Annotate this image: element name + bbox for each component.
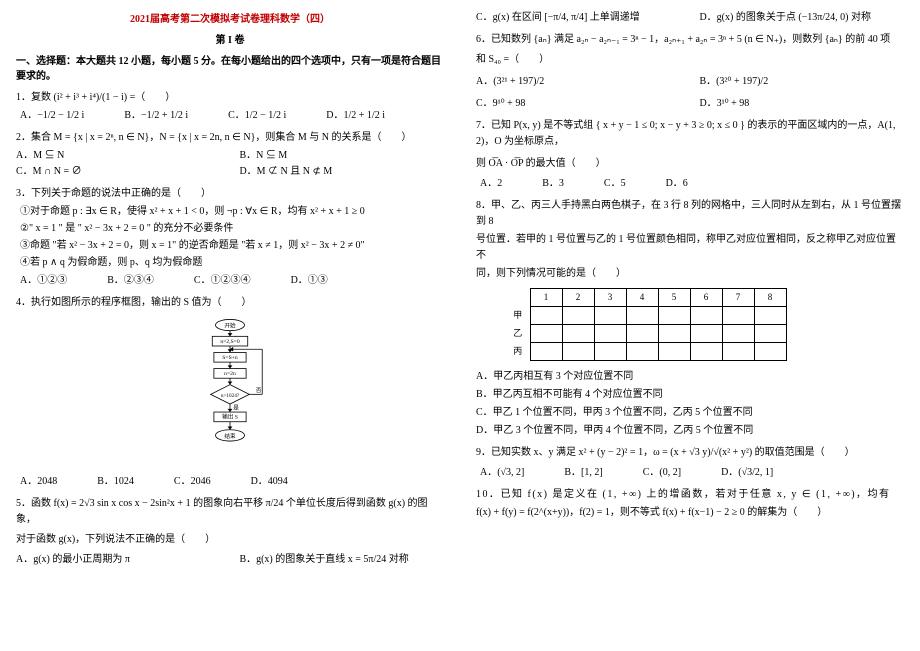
q1-stem: 1．复数 (i² + i³ + i⁴)/(1 − i) =（ ） — [16, 90, 444, 106]
section-header: 一、选择题：本大题共 12 小题，每小题 5 分。在每小题给出的四个选项中，只有… — [16, 54, 444, 84]
q7-stem: 7．已知 P(x, y) 是不等式组 { x + y − 1 ≤ 0; x − … — [476, 118, 904, 150]
svg-text:否: 否 — [256, 387, 262, 394]
q8-stem: 8．甲、乙、丙三人手持黑白两色棋子，在 3 行 8 列的网格中，三人同时从左到右… — [476, 198, 904, 230]
q2-opt-b: B．N ⊆ M — [239, 150, 287, 161]
q2-stem: 2．集合 M = {x | x = 2ⁿ, n ∈ N}，N = {x | x … — [16, 130, 444, 146]
q9-opt-c: C．(0, 2] — [643, 465, 681, 481]
question-5-cont: C．g(x) 在区间 [−π/4, π/4] 上单调递增 D．g(x) 的图象关… — [476, 10, 904, 26]
q3-s3: ③命题 "若 x² − 3x + 2 = 0，则 x = 1" 的逆否命题是 "… — [20, 238, 444, 254]
q3-stem: 3．下列关于命题的说法中正确的是（ ） — [16, 186, 444, 202]
q10-stem2: f(x) + f(y) = f(2^(x+y))，f(2) = 1，则不等式 f… — [476, 505, 904, 521]
q5-opt-c: C．g(x) 在区间 [−π/4, π/4] 上单调递增 — [476, 12, 640, 23]
flowchart-diagram: 开始 n=2,S=0 S=S+n n=2n n>1024? 否 是 — [16, 317, 444, 468]
question-8: 8．甲、乙、丙三人手持黑白两色棋子，在 3 行 8 列的网格中，三人同时从左到右… — [476, 198, 904, 439]
svg-text:是: 是 — [233, 405, 239, 412]
q6-opt-a: A．(3²¹ + 197)/2 — [476, 76, 544, 87]
q5-stem: 5．函数 f(x) = 2√3 sin x cos x − 2sin²x + 1… — [16, 496, 444, 528]
q6-opt-b: B．(3²⁰ + 197)/2 — [699, 76, 768, 87]
q7-opt-a: A．2 — [480, 176, 502, 192]
question-6: 6．已知数列 {aₙ} 满足 a₂ₙ − a₂ₙ₋₁ = 3ⁿ − 1，a₂ₙ₊… — [476, 32, 904, 112]
col-h: 2 — [562, 289, 594, 307]
q7-opt-c: C．5 — [604, 176, 626, 192]
col-h: 3 — [594, 289, 626, 307]
q8-opt-c: C．甲乙 1 个位置不同，甲丙 3 个位置不同，乙丙 5 个位置不同 — [476, 405, 904, 421]
question-3: 3．下列关于命题的说法中正确的是（ ） ①对于命题 p : ∃x ∈ R，使得 … — [16, 186, 444, 289]
q9-opt-a: A．(√3, 2] — [480, 465, 524, 481]
q7-opt-b: B．3 — [542, 176, 564, 192]
q3-opt-a: A．①②③ — [20, 273, 67, 289]
question-4: 4．执行如图所示的程序框图，输出的 S 值为（ ） 开始 n=2,S=0 S=S… — [16, 295, 444, 490]
svg-text:n=2,S=0: n=2,S=0 — [220, 339, 240, 345]
q2-opt-c: C．M ∩ N = ∅ — [16, 166, 82, 177]
q4-opt-a: A．2048 — [20, 474, 57, 490]
q6-opt-c: C．9¹⁰ + 98 — [476, 98, 525, 109]
question-10: 10．已知 f(x) 是定义在 (1, +∞) 上的增函数，若对于任意 x, y… — [476, 487, 904, 521]
row-lab: 乙 — [506, 325, 530, 343]
q7-stem2: 则 O͞A · O͞P 的最大值（ ） — [476, 156, 904, 172]
q9-opt-d: D．(√3/2, 1] — [721, 465, 773, 481]
q5-opt-b: B．g(x) 的图象关于直线 x = 5π/24 对称 — [239, 554, 408, 565]
row-lab: 丙 — [506, 343, 530, 361]
q5-opt-a: A．g(x) 的最小正周期为 π — [16, 554, 130, 565]
svg-text:开始: 开始 — [224, 321, 236, 329]
q4-opt-c: C．2046 — [174, 474, 211, 490]
q8-opt-a: A．甲乙丙相互有 3 个对应位置不同 — [476, 369, 904, 385]
q5-opt-d: D．g(x) 的图象关于点 (−13π/24, 0) 对称 — [699, 12, 871, 23]
q8-opt-b: B．甲乙丙互相不可能有 4 个对应位置不同 — [476, 387, 904, 403]
question-5: 5．函数 f(x) = 2√3 sin x cos x − 2sin²x + 1… — [16, 496, 444, 568]
svg-text:S=S+n: S=S+n — [222, 355, 238, 361]
q2-opt-d: D．M ⊄ N 且 N ⊄ M — [239, 166, 332, 177]
right-column: C．g(x) 在区间 [−π/4, π/4] 上单调递增 D．g(x) 的图象关… — [460, 0, 920, 651]
question-1: 1．复数 (i² + i³ + i⁴)/(1 − i) =（ ） A．−1/2 … — [16, 90, 444, 124]
q3-s2: ②" x = 1 " 是 " x² − 3x + 2 = 0 " 的充分不必要条… — [20, 221, 444, 237]
q2-opt-a: A．M ⊆ N — [16, 150, 64, 161]
grid-table: 1 2 3 4 5 6 7 8 甲 乙 丙 — [506, 288, 787, 361]
question-7: 7．已知 P(x, y) 是不等式组 { x + y − 1 ≤ 0; x − … — [476, 118, 904, 192]
col-h: 5 — [658, 289, 690, 307]
exam-title: 2021届高考第二次模拟考试卷理科数学（四） — [16, 10, 444, 25]
q1-opt-b: B．−1/2 + 1/2 i — [124, 108, 188, 124]
svg-text:输出 S: 输出 S — [222, 413, 238, 421]
q3-opt-c: C．①②③④ — [194, 273, 251, 289]
q8-stem3: 同，则下列情况可能的是（ ） — [476, 266, 904, 282]
left-column: 2021届高考第二次模拟考试卷理科数学（四） 第 I 卷 一、选择题：本大题共 … — [0, 0, 460, 651]
q6-stem: 6．已知数列 {aₙ} 满足 a₂ₙ − a₂ₙ₋₁ = 3ⁿ − 1，a₂ₙ₊… — [476, 32, 904, 48]
q6-opt-d: D．3¹⁰ + 98 — [699, 98, 749, 109]
q4-opt-b: B．1024 — [97, 474, 134, 490]
q9-opt-b: B．[1, 2] — [564, 465, 602, 481]
q3-opt-d: D．①③ — [291, 273, 328, 289]
col-h: 7 — [722, 289, 754, 307]
svg-text:结束: 结束 — [224, 432, 236, 440]
svg-text:n>1024?: n>1024? — [221, 393, 240, 399]
question-2: 2．集合 M = {x | x = 2ⁿ, n ∈ N}，N = {x | x … — [16, 130, 444, 180]
part-label: 第 I 卷 — [16, 31, 444, 46]
q9-stem: 9．已知实数 x、y 满足 x² + (y − 2)² = 1，ω = (x +… — [476, 445, 904, 461]
q3-opt-b: B．②③④ — [107, 273, 154, 289]
q3-s1: ①对于命题 p : ∃x ∈ R，使得 x² + x + 1 < 0，则 ¬p … — [20, 204, 444, 220]
q3-s4: ④若 p ∧ q 为假命题，则 p、q 均为假命题 — [20, 255, 444, 271]
q4-stem: 4．执行如图所示的程序框图，输出的 S 值为（ ） — [16, 295, 444, 311]
question-9: 9．已知实数 x、y 满足 x² + (y − 2)² = 1，ω = (x +… — [476, 445, 904, 481]
q1-opt-c: C．1/2 − 1/2 i — [228, 108, 286, 124]
col-h: 1 — [530, 289, 562, 307]
q1-opt-a: A．−1/2 − 1/2 i — [20, 108, 84, 124]
col-h: 8 — [754, 289, 786, 307]
q6-stem2: 和 S₄₀ =（ ） — [476, 52, 904, 68]
col-h: 4 — [626, 289, 658, 307]
svg-text:n=2n: n=2n — [224, 371, 236, 377]
row-lab: 甲 — [506, 307, 530, 325]
q4-opt-d: D．4094 — [251, 474, 288, 490]
q8-stem2: 号位置．若甲的 1 号位置与乙的 1 号位置颜色相同，称甲乙对应位置相同，反之称… — [476, 232, 904, 264]
q5-stem2: 对于函数 g(x)，下列说法不正确的是（ ） — [16, 532, 444, 548]
q10-stem: 10．已知 f(x) 是定义在 (1, +∞) 上的增函数，若对于任意 x, y… — [476, 487, 904, 503]
q7-opt-d: D．6 — [666, 176, 688, 192]
q8-opt-d: D．甲乙 3 个位置不同，甲丙 4 个位置不同，乙丙 5 个位置不同 — [476, 423, 904, 439]
q1-opt-d: D．1/2 + 1/2 i — [326, 108, 385, 124]
col-h: 6 — [690, 289, 722, 307]
